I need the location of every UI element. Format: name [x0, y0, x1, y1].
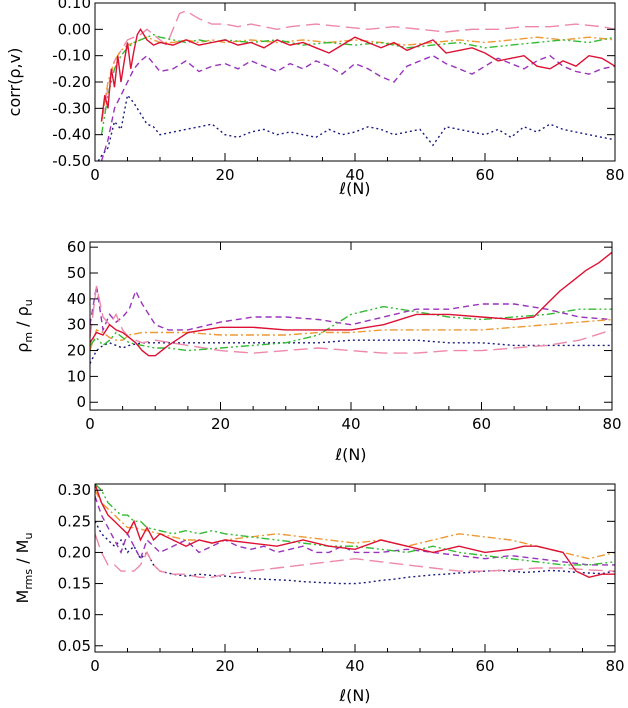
panel-2-ytick-label: 10: [67, 367, 86, 385]
panel-3-ylabel-main2: M: [13, 540, 32, 554]
panel-1-series: [97, 10, 615, 161]
panel-1-xtick-label: 60: [475, 166, 494, 184]
panel-3-series-5-line: [95, 484, 615, 566]
panel-1-xtick-label: 0: [90, 166, 100, 184]
panel-3-ytick-label: 0.25: [58, 512, 91, 530]
panel-3-series-4-line: [95, 489, 615, 560]
panel-3-ytick-label: 0.10: [58, 606, 91, 624]
panel-1-series-5-line: [100, 33, 615, 135]
panel-3-series-2-line: [95, 496, 615, 566]
panel-2-series-4-line: [90, 318, 612, 351]
panel-1-series-1-line: [97, 93, 615, 161]
panel-1-xtick-label: 20: [215, 166, 234, 184]
panel-2-ylabel-main2: ρ: [13, 306, 32, 316]
panel-2-ytick-label: 40: [67, 290, 86, 308]
panel-1-ytick-label: -0.40: [52, 126, 91, 144]
panel-1-series-3-line: [100, 10, 615, 122]
panel-3-xtick-label: 80: [605, 657, 624, 675]
panel-3-series-6-line: [95, 484, 615, 579]
panel-3-ytick-label: 0.20: [58, 543, 91, 561]
panel-2-xtick-label: 80: [602, 415, 621, 433]
panel-3-xlabel: ℓ(N): [338, 686, 370, 705]
panel-1-series-2-line: [100, 54, 615, 161]
panel-2-ticks: 0 20 40 60 80 0 10 20 30 40 50 60: [67, 238, 622, 433]
panel-2-xtick-label: 40: [341, 415, 360, 433]
panel-2-ylabel: ρm / ρu: [13, 299, 35, 353]
panel-2-ytick-label: 0: [76, 393, 86, 411]
panel-3-ytick-label: 0.15: [58, 575, 91, 593]
panel-2-series-2-line: [90, 285, 612, 333]
panel-2-xtick-label: 60: [472, 415, 491, 433]
panel-2-series: [90, 251, 612, 364]
panel-2-ytick-label: 50: [67, 264, 86, 282]
panel-3-series: [95, 484, 615, 585]
panel-2-series-3-line: [90, 285, 612, 354]
panel-2-xtick-label: 0: [85, 415, 95, 433]
panel-1-series-6-line: [100, 27, 615, 122]
panel-2-series-6-line: [90, 251, 612, 357]
panel-3-ylabel-sep: /: [13, 553, 32, 569]
panel-1: 0 20 40 60 80 0.10 0.00 -0.10 -0.20 -0.30 -0.40 -0.…: [5, 0, 625, 198]
panel-1-series-4-line: [100, 36, 615, 122]
panel-1-ticks: 0 20 40 60 80 0.10 0.00 -0.10 -0.20 -0.30 -0.40 -0.…: [52, 0, 624, 184]
panel-2-series-1-line: [90, 339, 612, 364]
panel-3-xtick-label: 60: [475, 657, 494, 675]
panel-1-ytick-label: -0.30: [52, 99, 91, 117]
panel-1-ytick-label: -0.10: [52, 47, 91, 65]
panel-1-xtick-label: 40: [345, 166, 364, 184]
panel-3: 0 20 40 60 80 0.05 0.10 0.15 0.20 0.25 0.30 ℓ(N) M…: [13, 481, 625, 705]
panel-2-series-5-line: [90, 305, 612, 352]
panel-3-ytick-label: 0.05: [58, 637, 91, 655]
panel-1-ytick-label: 0.10: [58, 0, 91, 12]
panel-3-ylabel-main: M: [13, 590, 32, 604]
panel-2-ylabel-sub2: u: [22, 299, 35, 306]
panel-3-xtick-label: 20: [215, 657, 234, 675]
panel-1-ylabel: corr(ρ,v): [5, 48, 24, 117]
panel-1-ytick-label: -0.20: [52, 73, 91, 91]
panel-3-ylabel-sub1: rms: [22, 569, 35, 590]
panel-3-ytick-label: 0.30: [58, 481, 91, 499]
panel-2-ylabel-main: ρ: [13, 343, 32, 353]
panel-3-xtick-label: 0: [90, 657, 100, 675]
panel-3-ticks: 0 20 40 60 80 0.05 0.10 0.15 0.20 0.25 0.30: [58, 481, 625, 675]
panel-3-ylabel-sub2: u: [22, 533, 35, 540]
panel-3-xtick-label: 40: [345, 657, 364, 675]
panel-1-ytick-label: 0.00: [58, 20, 91, 38]
panel-2-ytick-label: 30: [67, 316, 86, 334]
panel-3-ylabel: Mrms / Mu: [13, 533, 35, 604]
panel-2-ylabel-sep: /: [13, 316, 32, 332]
panel-2-xtick-label: 20: [211, 415, 230, 433]
panel-1-ytick-label: -0.50: [52, 152, 91, 170]
panel-2-xlabel: ℓ(N): [334, 445, 366, 464]
panel-2-ylabel-sub1: m: [22, 332, 35, 343]
panel-2-ytick-label: 20: [67, 342, 86, 360]
panel-1-xtick-label: 80: [605, 166, 624, 184]
panel-2-ytick-label: 60: [67, 238, 86, 256]
panel-1-xlabel: ℓ(N): [338, 179, 370, 198]
